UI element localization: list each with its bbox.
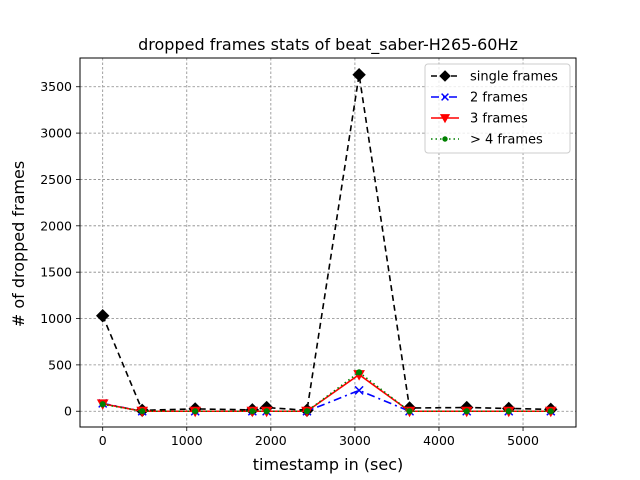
data-point bbox=[249, 408, 256, 415]
y-tick-label: 1500 bbox=[40, 265, 72, 280]
data-point bbox=[442, 136, 448, 142]
series-line bbox=[102, 371, 551, 413]
data-point bbox=[505, 408, 512, 415]
y-tick-label: 1000 bbox=[40, 311, 72, 326]
data-point bbox=[439, 70, 451, 82]
data-point bbox=[95, 309, 110, 323]
x-tick-label: 5000 bbox=[507, 433, 539, 448]
x-tick-label: 1000 bbox=[171, 433, 203, 448]
legend-label: > 4 frames bbox=[470, 133, 543, 148]
y-axis-label: # of dropped frames bbox=[9, 161, 28, 327]
series-line bbox=[102, 389, 551, 413]
data-point bbox=[139, 408, 146, 415]
chart-title: dropped frames stats of beat_saber-H265-… bbox=[138, 35, 518, 55]
data-point bbox=[192, 408, 199, 415]
series-3-frames bbox=[96, 370, 557, 418]
x-tick-label: 2000 bbox=[255, 433, 287, 448]
data-point bbox=[441, 93, 449, 101]
data-point bbox=[99, 401, 106, 408]
data-point bbox=[439, 114, 451, 124]
series-line bbox=[102, 373, 551, 413]
data-point bbox=[356, 369, 363, 376]
data-point bbox=[263, 408, 270, 415]
x-tick-label: 3000 bbox=[339, 433, 371, 448]
y-tick-label: 3000 bbox=[40, 126, 72, 141]
plot-frame bbox=[79, 57, 577, 428]
y-tick-label: 0 bbox=[64, 404, 72, 419]
legend: single frames 2 frames 3 frames > 4 frames bbox=[424, 63, 571, 154]
legend-box bbox=[424, 63, 571, 154]
series-line bbox=[101, 74, 551, 412]
x-tick-label: 0 bbox=[99, 433, 107, 448]
data-point bbox=[406, 408, 413, 415]
legend-label: 2 frames bbox=[470, 91, 528, 106]
y-tick-label: 3500 bbox=[40, 79, 72, 94]
data-point bbox=[547, 408, 554, 415]
data-point bbox=[354, 385, 364, 395]
legend-label: single frames bbox=[470, 70, 558, 85]
y-tick-label: 2500 bbox=[40, 172, 72, 187]
x-tick-label: 4000 bbox=[423, 433, 455, 448]
data-point bbox=[463, 408, 470, 415]
x-axis-label: timestamp in (sec) bbox=[253, 455, 404, 474]
y-tick-label: 500 bbox=[48, 357, 72, 372]
y-tick-label: 2000 bbox=[40, 218, 72, 233]
legend-label: 3 frames bbox=[470, 112, 528, 127]
data-point bbox=[303, 408, 311, 415]
data-point bbox=[352, 67, 366, 82]
series-4-frames bbox=[99, 369, 554, 415]
